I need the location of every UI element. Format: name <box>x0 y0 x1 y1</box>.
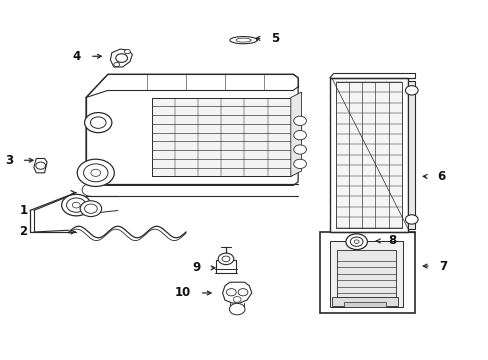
Bar <box>336 250 395 297</box>
Circle shape <box>229 303 244 315</box>
Text: 6: 6 <box>436 170 445 183</box>
Circle shape <box>222 256 229 262</box>
Circle shape <box>405 86 417 95</box>
Circle shape <box>218 253 233 265</box>
Bar <box>331 297 397 306</box>
Circle shape <box>90 117 106 129</box>
Circle shape <box>84 113 112 133</box>
Bar <box>329 78 407 232</box>
Text: 2: 2 <box>20 225 27 238</box>
Polygon shape <box>229 37 257 44</box>
Circle shape <box>72 202 80 208</box>
Bar <box>216 260 235 273</box>
Circle shape <box>293 145 306 154</box>
Circle shape <box>84 204 97 213</box>
Polygon shape <box>34 158 47 173</box>
Circle shape <box>114 62 120 67</box>
Text: 4: 4 <box>73 50 81 63</box>
Circle shape <box>91 169 101 176</box>
Circle shape <box>293 131 306 140</box>
Bar <box>335 82 401 228</box>
Circle shape <box>36 162 45 169</box>
Circle shape <box>226 289 236 296</box>
Text: 7: 7 <box>439 260 447 273</box>
Circle shape <box>345 234 366 249</box>
Polygon shape <box>86 74 298 185</box>
Text: 8: 8 <box>387 234 396 247</box>
Polygon shape <box>290 92 301 176</box>
Text: 1: 1 <box>20 204 27 217</box>
Circle shape <box>349 237 362 246</box>
Circle shape <box>77 159 114 186</box>
Circle shape <box>293 159 306 168</box>
Bar <box>344 302 385 307</box>
Polygon shape <box>222 282 251 303</box>
Bar <box>329 241 402 307</box>
Text: 9: 9 <box>192 261 200 274</box>
Circle shape <box>124 49 130 54</box>
Circle shape <box>116 54 127 62</box>
Bar <box>152 98 290 176</box>
Circle shape <box>233 297 241 302</box>
Circle shape <box>66 198 86 212</box>
Bar <box>320 232 414 313</box>
Circle shape <box>83 164 108 182</box>
Circle shape <box>238 289 247 296</box>
Bar <box>407 81 414 229</box>
Circle shape <box>80 201 102 217</box>
Circle shape <box>405 215 417 224</box>
Polygon shape <box>110 49 132 67</box>
Circle shape <box>353 240 358 243</box>
Text: 10: 10 <box>174 287 190 300</box>
Circle shape <box>293 116 306 126</box>
Text: 3: 3 <box>5 154 13 167</box>
Text: 5: 5 <box>271 32 279 45</box>
Circle shape <box>61 194 91 216</box>
